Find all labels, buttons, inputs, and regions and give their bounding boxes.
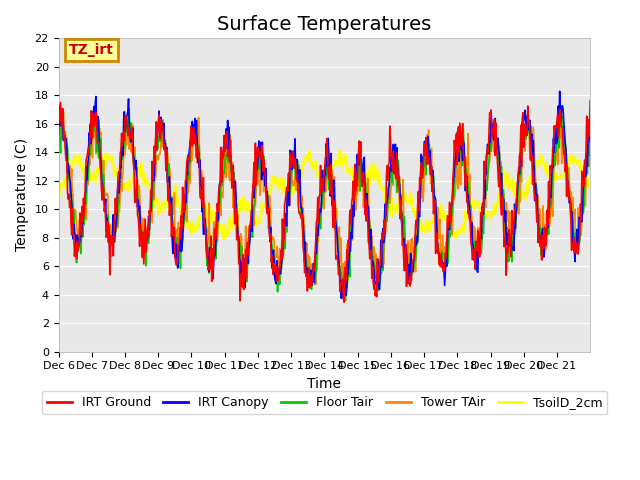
X-axis label: Time: Time xyxy=(307,377,341,391)
Legend: IRT Ground, IRT Canopy, Floor Tair, Tower TAir, TsoilD_2cm: IRT Ground, IRT Canopy, Floor Tair, Towe… xyxy=(42,391,607,414)
Y-axis label: Temperature (C): Temperature (C) xyxy=(15,138,29,252)
Title: Surface Temperatures: Surface Temperatures xyxy=(217,15,431,34)
Text: TZ_irt: TZ_irt xyxy=(69,43,114,57)
